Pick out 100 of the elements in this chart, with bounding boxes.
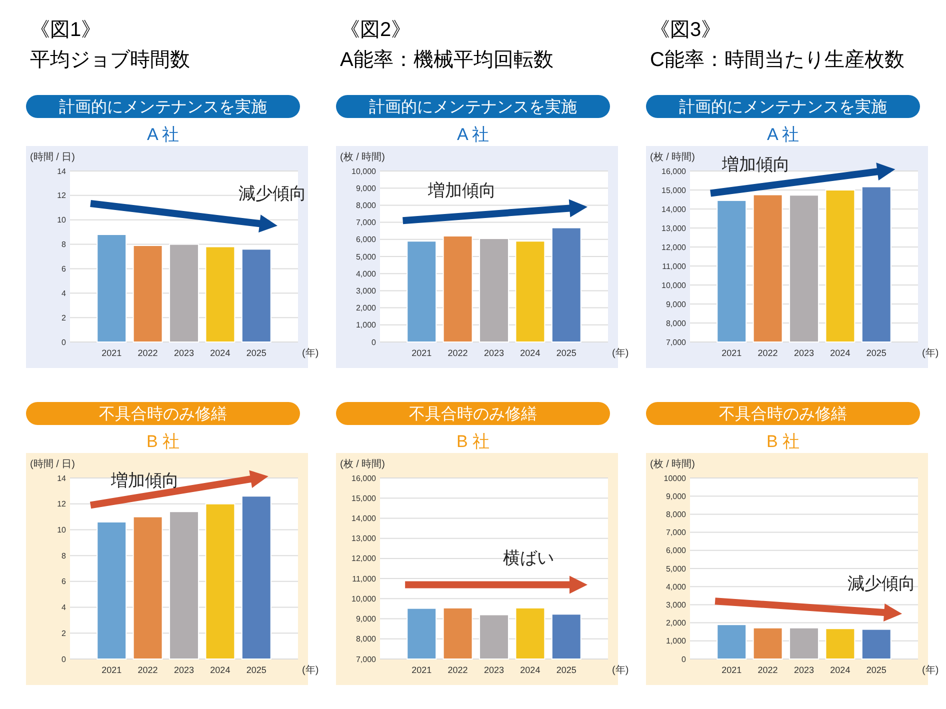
y-tick-label: 0 — [372, 338, 377, 347]
x-tick-label: 2022 — [448, 348, 468, 358]
x-tick-label: 2024 — [830, 665, 850, 675]
y-tick-label: 14 — [57, 166, 67, 176]
x-axis-title: (年) — [922, 664, 939, 676]
x-tick-label: 2022 — [138, 348, 158, 358]
y-tick-label: 3,000 — [666, 600, 687, 610]
annotation: 増加傾向 — [110, 470, 180, 490]
y-tick-label: 6,000 — [666, 546, 687, 556]
y-tick-label: 15,000 — [352, 494, 377, 503]
y-tick-label: 4 — [62, 603, 67, 612]
y-tick-label: 1,000 — [666, 636, 687, 646]
x-tick-label: 2022 — [138, 665, 158, 675]
x-tick-label: 2025 — [556, 348, 576, 358]
y-tick-label: 0 — [62, 338, 67, 347]
x-tick-label: 2022 — [758, 348, 778, 358]
y-tick-label: 6 — [62, 577, 67, 586]
y-tick-label: 0 — [62, 654, 67, 664]
x-tick-label: 2021 — [102, 665, 122, 675]
text: 不具合時のみ修繕 — [99, 405, 227, 423]
x-axis-title: (年) — [302, 347, 319, 359]
y-tick-label: 2,000 — [666, 618, 687, 628]
text: 計画的にメンテナンスを実施 — [369, 98, 577, 116]
x-tick-label: 2021 — [412, 665, 432, 675]
text: A 社 — [456, 125, 490, 144]
x-tick-label: 2021 — [102, 348, 122, 358]
x-tick-label: 2025 — [246, 665, 266, 675]
y-tick-label: 4,000 — [356, 269, 377, 278]
x-tick-label: 2024 — [520, 348, 540, 358]
y-tick-label: 8,000 — [356, 201, 377, 210]
x-tick-label: 2025 — [866, 665, 886, 675]
y-tick-label: 1,000 — [356, 320, 377, 330]
x-tick-label: 2022 — [758, 665, 778, 675]
x-axis-title: (年) — [612, 347, 629, 359]
y-tick-label: 4,000 — [666, 582, 687, 592]
y-tick-label: 11,000 — [662, 262, 687, 271]
x-tick-label: 2024 — [520, 665, 540, 675]
y-tick-label: 8,000 — [666, 318, 687, 328]
x-axis-title: (年) — [302, 664, 319, 676]
y-tick-label: 14 — [57, 474, 67, 483]
y-tick-label: 9,000 — [666, 300, 687, 309]
y-tick-label: 4 — [62, 288, 67, 298]
text: 不具合時のみ修繕 — [719, 405, 847, 423]
y-tick-label: 7,000 — [666, 528, 687, 538]
y-tick-label: 9,000 — [666, 492, 687, 501]
y-axis-title: (時間 / 日) — [30, 458, 75, 470]
y-axis-title: (枚 / 時間) — [340, 458, 385, 470]
x-tick-label: 2025 — [246, 348, 266, 358]
annotation: 減少傾向 — [847, 574, 916, 593]
y-tick-label: 13,000 — [352, 534, 377, 544]
x-tick-label: 2023 — [484, 665, 504, 675]
x-tick-label: 2025 — [866, 348, 886, 358]
y-tick-label: 7,000 — [666, 338, 687, 347]
y-tick-label: 8 — [62, 240, 67, 250]
x-axis-title: (年) — [612, 664, 629, 676]
x-tick-label: 2023 — [484, 348, 504, 358]
x-tick-label: 2023 — [174, 665, 194, 675]
text: 不具合時のみ修繕 — [409, 405, 537, 423]
x-axis-title: (年) — [922, 347, 939, 359]
text: B 社 — [146, 432, 180, 451]
y-tick-label: 5,000 — [356, 252, 377, 262]
y-tick-label: 9,000 — [356, 184, 377, 193]
chart-subtitle: A能率：機械平均回転数 — [340, 49, 554, 71]
x-tick-label: 2023 — [794, 348, 814, 358]
y-axis-title: (枚 / 時間) — [650, 458, 695, 470]
x-tick-label: 2021 — [412, 348, 432, 358]
y-tick-label: 14,000 — [662, 204, 687, 214]
x-tick-label: 2021 — [722, 665, 742, 675]
y-tick-label: 2 — [62, 313, 67, 322]
x-tick-label: 2023 — [794, 665, 814, 675]
chart-subtitle: C能率：時間当たり生産枚数 — [650, 49, 904, 71]
chart-title: 《図1》 — [30, 19, 102, 41]
y-tick-label: 6,000 — [356, 235, 377, 244]
y-tick-label: 7,000 — [356, 218, 377, 228]
annotation: 増加傾向 — [426, 180, 496, 200]
x-tick-label: 2022 — [448, 665, 468, 675]
y-tick-label: 15,000 — [662, 186, 687, 195]
y-tick-label: 16,000 — [662, 166, 687, 176]
y-tick-label: 10,000 — [352, 594, 377, 604]
y-tick-label: 2 — [62, 628, 67, 638]
y-tick-label: 2,000 — [356, 304, 377, 313]
y-tick-label: 8,000 — [666, 510, 687, 519]
y-tick-label: 10 — [57, 216, 67, 225]
x-tick-label: 2025 — [556, 665, 576, 675]
y-tick-label: 5,000 — [666, 564, 687, 574]
x-tick-label: 2023 — [174, 348, 194, 358]
y-tick-label: 10,000 — [352, 166, 377, 176]
text: 計画的にメンテナンスを実施 — [59, 98, 267, 116]
x-tick-label: 2024 — [830, 348, 850, 358]
text: A 社 — [146, 125, 180, 144]
text: B 社 — [766, 432, 800, 451]
y-tick-label: 13,000 — [662, 224, 687, 233]
y-tick-label: 8,000 — [356, 634, 377, 644]
y-tick-label: 11,000 — [352, 574, 377, 584]
chart-title: 《図2》 — [340, 19, 412, 41]
y-tick-label: 3,000 — [356, 286, 377, 296]
y-tick-label: 0 — [682, 654, 687, 664]
y-tick-label: 7,000 — [356, 654, 377, 664]
y-tick-label: 9,000 — [356, 614, 377, 624]
y-tick-label: 12,000 — [352, 554, 377, 564]
